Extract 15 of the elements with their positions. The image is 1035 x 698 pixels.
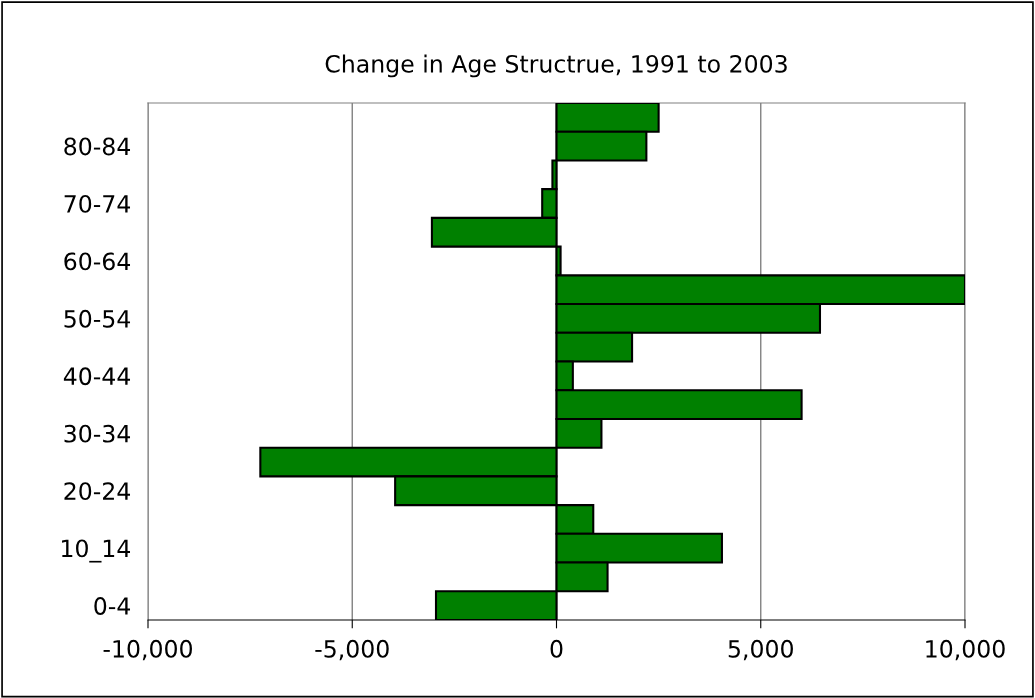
x-tick-label: -10,000 — [103, 639, 192, 661]
x-tick-label: 5,000 — [728, 639, 793, 661]
x-tick-label: 0 — [550, 639, 563, 658]
x-tick-label: -5,000 — [315, 639, 389, 661]
y-tick-label: 50-54 — [64, 309, 131, 328]
y-tick-label: 30-34 — [64, 424, 131, 443]
y-tick-label: 80-84 — [64, 137, 131, 156]
x-tick-label: 10,000 — [926, 639, 1005, 661]
y-tick-label: 20-24 — [64, 482, 131, 501]
y-tick-label: 70-74 — [64, 194, 131, 213]
y-tick-label: 10_14 — [62, 539, 131, 563]
chart-title: Change in Age Structrue, 1991 to 2003 — [325, 54, 787, 78]
y-tick-label: 0-4 — [94, 597, 131, 615]
y-tick-label: 60-64 — [64, 252, 131, 271]
y-tick-label: 40-44 — [63, 367, 131, 386]
